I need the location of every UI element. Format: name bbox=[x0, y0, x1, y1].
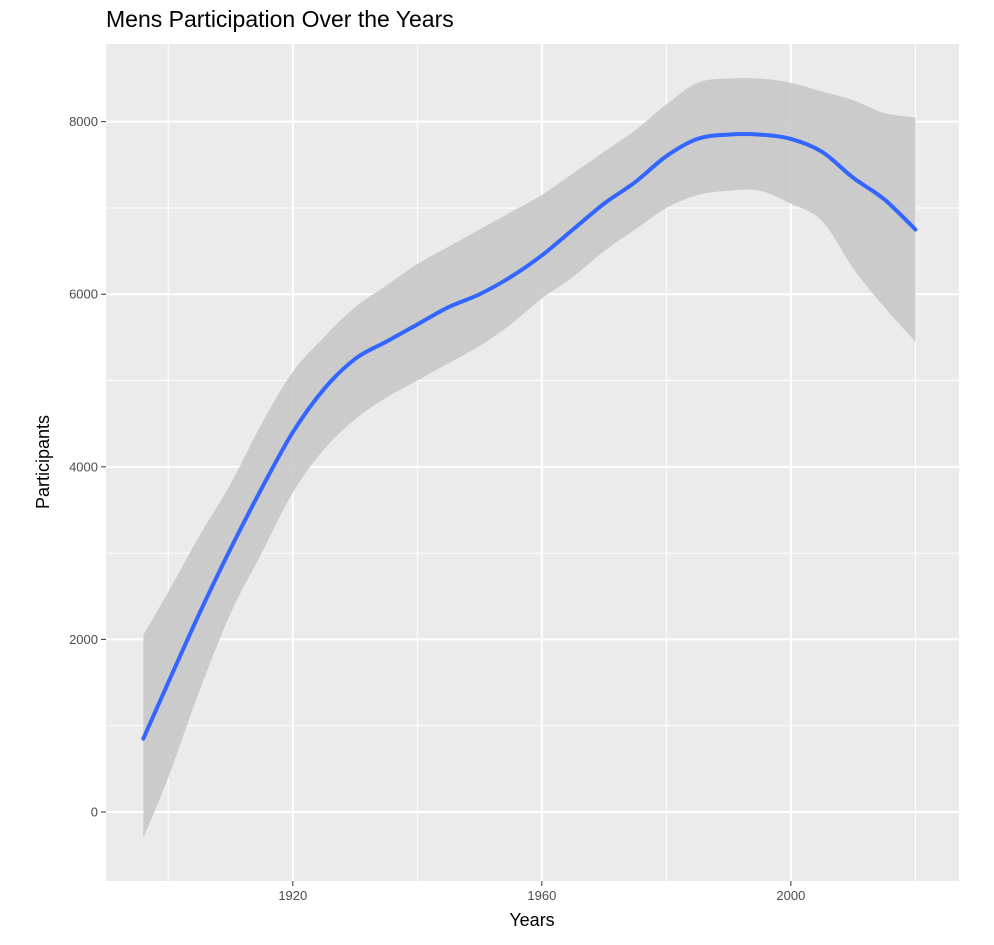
y-tick-label: 8000 bbox=[69, 114, 98, 129]
y-tick-label: 0 bbox=[91, 804, 98, 819]
x-tick-label: 1920 bbox=[278, 888, 307, 903]
x-axis-ticks: 1920 1960 2000 bbox=[278, 881, 805, 903]
trend-line bbox=[141, 132, 918, 741]
x-axis-title: Years bbox=[509, 910, 554, 930]
x-tick-label: 2000 bbox=[776, 888, 805, 903]
chart-title: Mens Participation Over the Years bbox=[106, 6, 454, 32]
y-tick-label: 6000 bbox=[69, 287, 98, 302]
y-axis-title: Participants bbox=[33, 415, 53, 509]
y-axis-ticks: 0 2000 4000 6000 8000 bbox=[69, 114, 106, 819]
y-tick-label: 4000 bbox=[69, 459, 98, 474]
confidence-ribbon bbox=[143, 77, 916, 838]
x-tick-label: 1960 bbox=[527, 888, 556, 903]
y-tick-label: 2000 bbox=[69, 632, 98, 647]
